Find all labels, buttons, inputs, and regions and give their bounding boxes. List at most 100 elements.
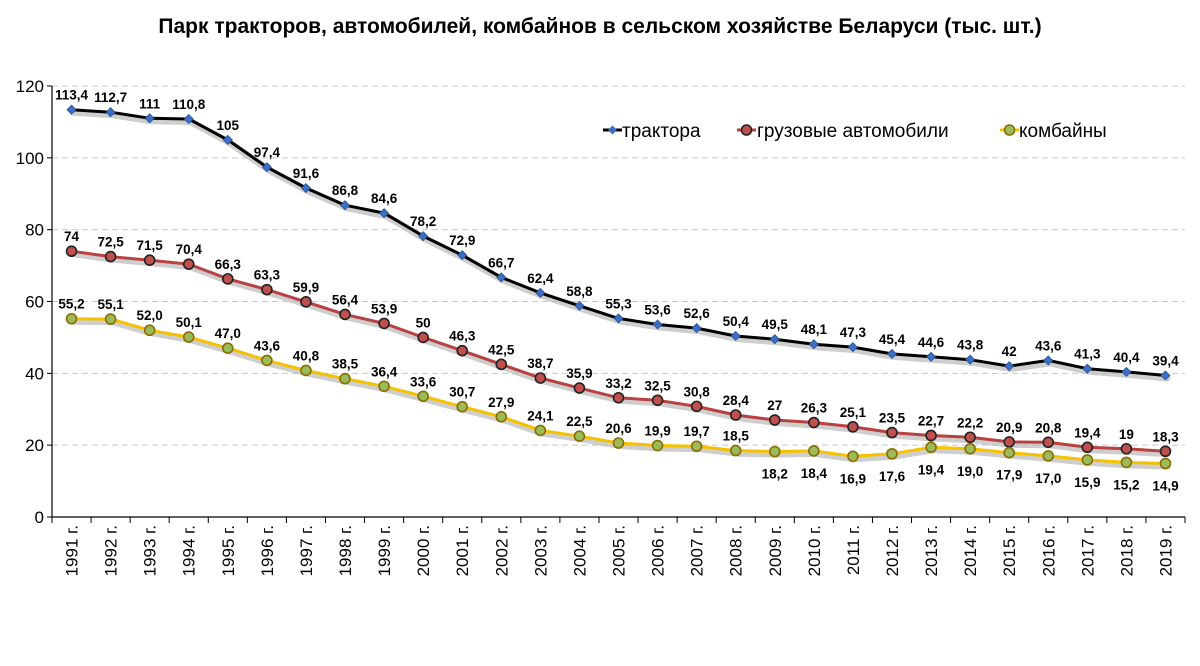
data-point: [964, 431, 976, 444]
data-point: [808, 445, 820, 457]
data-label: 32,5: [644, 378, 671, 393]
data-label: 46,3: [449, 329, 476, 344]
y-tick-label: 100: [16, 149, 44, 168]
data-label: 38,7: [527, 356, 553, 371]
x-tick-label: 1991 г.: [63, 525, 82, 576]
data-labels: 113,4 112,7 111 110,8 105 97,4 91,6 86,8 84,6 78,…: [55, 88, 1179, 494]
x-tick-label: 2000 г.: [414, 525, 433, 576]
data-point: [729, 409, 742, 421]
legend: трактора грузовые автомобили комбайны: [603, 121, 1107, 142]
y-tick-label: 120: [16, 77, 44, 96]
data-label: 112,7: [94, 90, 127, 105]
data-point: [183, 113, 194, 125]
legend-marker: [1003, 124, 1016, 136]
data-point: [886, 426, 898, 439]
data-point: [1043, 355, 1054, 366]
data-point: [1004, 361, 1015, 372]
data-label: 43,6: [254, 338, 281, 353]
data-label: 17,6: [879, 469, 906, 484]
data-label: 43,6: [1035, 338, 1062, 353]
data-point: [769, 334, 780, 345]
data-label: 15,9: [1074, 475, 1100, 490]
x-tick-label: 2006 г.: [649, 525, 668, 576]
data-label: 63,3: [254, 268, 281, 283]
data-point: [612, 437, 625, 449]
data-label: 26,3: [801, 401, 828, 416]
data-point: [1082, 363, 1093, 374]
legend-item-2: грузовые автомобили: [737, 121, 949, 142]
data-point: [104, 250, 117, 263]
data-label: 43,8: [957, 338, 984, 353]
data-label: 18,4: [801, 466, 828, 481]
data-point: [847, 342, 858, 353]
legend-label: грузовые автомобили: [757, 121, 949, 142]
data-label: 110,8: [172, 97, 206, 112]
data-point: [456, 344, 469, 357]
x-tick-label: 2009 г.: [766, 525, 785, 576]
data-label: 52,6: [683, 306, 710, 321]
data-point: [182, 331, 195, 343]
data-point: [378, 317, 390, 330]
series-3: [65, 312, 1172, 470]
data-label: 20,9: [996, 420, 1022, 435]
data-label: 40,8: [293, 348, 320, 363]
data-label: 55,2: [58, 297, 84, 312]
data-point: [651, 439, 664, 452]
data-label: 113,4: [55, 88, 89, 103]
series-2: [65, 245, 1172, 458]
data-label: 35,9: [566, 366, 592, 381]
x-tick-label: 1999 г.: [375, 525, 394, 576]
data-label: 66,7: [488, 255, 514, 270]
legend-item-1: трактора: [603, 121, 701, 142]
data-point: [300, 182, 312, 194]
data-label: 47,3: [840, 325, 867, 340]
data-label: 19,4: [918, 462, 945, 477]
x-tick-label: 1992 г.: [102, 525, 121, 576]
data-label: 53,6: [644, 302, 671, 317]
data-point: [1120, 442, 1133, 455]
data-label: 22,5: [566, 414, 593, 429]
data-point: [417, 390, 429, 403]
data-label: 53,9: [371, 301, 397, 316]
data-label: 84,6: [371, 191, 398, 206]
data-point: [339, 308, 351, 321]
data-point: [378, 380, 390, 393]
data-point: [612, 391, 625, 404]
data-point: [574, 300, 585, 311]
data-point: [261, 354, 273, 367]
data-point: [965, 354, 976, 365]
data-point: [105, 107, 116, 118]
data-label: 105: [217, 118, 240, 133]
data-point: [261, 162, 272, 173]
data-label: 23,5: [879, 411, 906, 426]
data-point: [222, 273, 234, 285]
data-label: 48,1: [801, 322, 828, 337]
x-tick-label: 2016 г.: [1039, 525, 1058, 576]
x-tick-label: 1998 г.: [336, 525, 355, 576]
data-label: 72,5: [97, 235, 124, 250]
data-point: [65, 245, 78, 258]
data-point: [65, 312, 78, 325]
data-label: 20,8: [1035, 420, 1062, 435]
data-label: 14,9: [1152, 478, 1178, 493]
x-tick-label: 1995 г.: [219, 525, 238, 576]
x-tick-label: 2001 г.: [453, 525, 472, 576]
x-tick-label: 2007 г.: [688, 525, 707, 576]
data-label: 42: [1002, 344, 1017, 359]
x-tick-label: 2015 г.: [1000, 525, 1019, 576]
data-point: [573, 430, 586, 442]
data-point: [886, 348, 898, 360]
data-label: 19: [1119, 427, 1134, 442]
data-point: [1121, 366, 1132, 377]
data-point: [144, 113, 155, 124]
legend-label: трактора: [622, 121, 701, 142]
data-point: [1042, 436, 1055, 449]
data-point: [651, 394, 664, 407]
data-label: 50,1: [176, 315, 203, 330]
data-label: 70,4: [176, 242, 203, 257]
data-point: [964, 442, 976, 455]
data-label: 22,7: [918, 413, 944, 428]
data-label: 42,5: [488, 342, 515, 357]
data-point: [1160, 370, 1171, 381]
